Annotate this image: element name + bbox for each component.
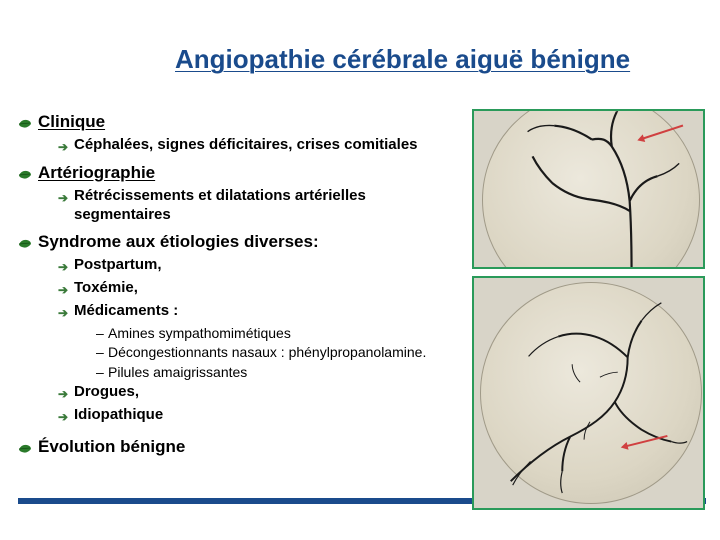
sub-text: Céphalées, signes déficitaires, crises c… [74,136,418,153]
heading-syndrome: Syndrome aux étiologies diverses: [18,232,463,252]
sub-drogues: ➔ Drogues, [18,383,463,402]
sub-toxemie: ➔ Toxémie, [18,279,463,298]
heading-text: Syndrome aux étiologies diverses: [38,232,319,251]
sub-medicaments: ➔ Médicaments : [18,302,463,321]
arrow-icon: ➔ [58,306,68,321]
angiogram-circle [480,282,702,504]
dash-icon: – [96,364,104,382]
heading-text: Artériographie [38,163,155,182]
leaf-icon [18,235,32,247]
arrow-icon: ➔ [58,140,68,155]
sub-text: Rétrécissements et dilatations artériell… [74,187,366,223]
dash-icon: – [96,344,104,362]
subsub-pilules: – Pilules amaigrissantes [18,364,463,382]
sub-text: Postpartum, [74,256,162,273]
subsub-text: Décongestionnants nasaux : phénylpropano… [108,344,426,360]
arteriography-image-bottom [472,276,705,510]
arrow-icon: ➔ [58,260,68,275]
leaf-icon [18,166,32,178]
sub-postpartum: ➔ Postpartum, [18,256,463,275]
dash-icon: – [96,325,104,343]
sub-cephalees: ➔ Céphalées, signes déficitaires, crises… [18,136,463,155]
heading-clinique: Clinique [18,112,463,132]
sub-idiopathique: ➔ Idiopathique [18,406,463,425]
heading-text: Clinique [38,112,105,131]
arteriography-image-top [472,109,705,269]
subsub-text: Amines sympathomimétiques [108,325,291,341]
arrow-icon: ➔ [58,283,68,298]
heading-text: Évolution bénigne [38,437,185,456]
slide-title: Angiopathie cérébrale aiguë bénigne [175,44,630,75]
subsub-decongestionnants: – Décongestionnants nasaux : phénylpropa… [18,344,463,362]
leaf-icon [18,440,32,452]
sub-text: Drogues, [74,383,139,400]
sub-text: Idiopathique [74,406,163,423]
leaf-icon [18,115,32,127]
sub-text: Toxémie, [74,279,138,296]
subsub-amines: – Amines sympathomimétiques [18,325,463,343]
sub-text: Médicaments : [74,302,178,319]
heading-evolution: Évolution bénigne [18,437,463,457]
arrow-icon: ➔ [58,387,68,402]
content-body: Clinique ➔ Céphalées, signes déficitaire… [18,112,463,461]
arrow-icon: ➔ [58,410,68,425]
arrow-icon: ➔ [58,191,68,206]
heading-arteriographie: Artériographie [18,163,463,183]
subsub-text: Pilules amaigrissantes [108,364,247,380]
angiogram-circle [482,109,700,269]
sub-retrecissements: ➔ Rétrécissements et dilatations artérie… [18,187,463,225]
